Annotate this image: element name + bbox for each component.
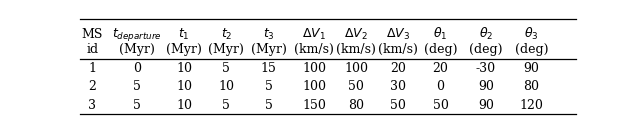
Text: 100: 100 (302, 80, 326, 93)
Text: (Myr): (Myr) (250, 43, 287, 56)
Text: 0: 0 (436, 80, 445, 93)
Text: 100: 100 (302, 62, 326, 75)
Text: (km/s): (km/s) (337, 43, 376, 56)
Text: (Myr): (Myr) (209, 43, 244, 56)
Text: 120: 120 (520, 99, 543, 112)
Text: $\Delta V_1$: $\Delta V_1$ (302, 27, 326, 42)
Text: 5: 5 (264, 80, 273, 93)
Text: 3: 3 (88, 99, 97, 112)
Text: 80: 80 (348, 99, 364, 112)
Text: 0: 0 (133, 62, 141, 75)
Text: 5: 5 (222, 62, 230, 75)
Text: 5: 5 (264, 99, 273, 112)
Text: 10: 10 (176, 62, 192, 75)
Text: 50: 50 (348, 80, 364, 93)
Text: 80: 80 (524, 80, 540, 93)
Text: 10: 10 (218, 80, 234, 93)
Text: 20: 20 (433, 62, 449, 75)
Text: 90: 90 (524, 62, 540, 75)
Text: 30: 30 (390, 80, 406, 93)
Text: id: id (86, 43, 99, 56)
Text: (deg): (deg) (469, 43, 502, 56)
Text: 10: 10 (176, 80, 192, 93)
Text: 100: 100 (344, 62, 368, 75)
Text: $\theta_2$: $\theta_2$ (479, 26, 493, 42)
Text: -30: -30 (476, 62, 496, 75)
Text: 50: 50 (390, 99, 406, 112)
Text: (Myr): (Myr) (166, 43, 202, 56)
Text: (km/s): (km/s) (378, 43, 419, 56)
Text: 1: 1 (88, 62, 97, 75)
Text: (deg): (deg) (515, 43, 548, 56)
Text: $\Delta V_2$: $\Delta V_2$ (344, 27, 368, 42)
Text: 20: 20 (390, 62, 406, 75)
Text: $\theta_1$: $\theta_1$ (433, 26, 448, 42)
Text: (deg): (deg) (424, 43, 458, 56)
Text: $\theta_3$: $\theta_3$ (524, 26, 539, 42)
Text: 5: 5 (133, 80, 141, 93)
Text: 50: 50 (433, 99, 449, 112)
Text: 2: 2 (88, 80, 97, 93)
Text: (km/s): (km/s) (294, 43, 334, 56)
Text: 5: 5 (133, 99, 141, 112)
Text: $t_2$: $t_2$ (221, 27, 232, 42)
Text: $\Delta V_3$: $\Delta V_3$ (387, 27, 410, 42)
Text: 15: 15 (260, 62, 276, 75)
Text: $t_3$: $t_3$ (262, 27, 275, 42)
Text: 10: 10 (176, 99, 192, 112)
Text: 90: 90 (478, 99, 493, 112)
Text: MS: MS (82, 28, 103, 41)
Text: 5: 5 (222, 99, 230, 112)
Text: (Myr): (Myr) (119, 43, 155, 56)
Text: $t_1$: $t_1$ (179, 27, 190, 42)
Text: $t_{departure}$: $t_{departure}$ (112, 26, 162, 43)
Text: 90: 90 (478, 80, 493, 93)
Text: 150: 150 (302, 99, 326, 112)
